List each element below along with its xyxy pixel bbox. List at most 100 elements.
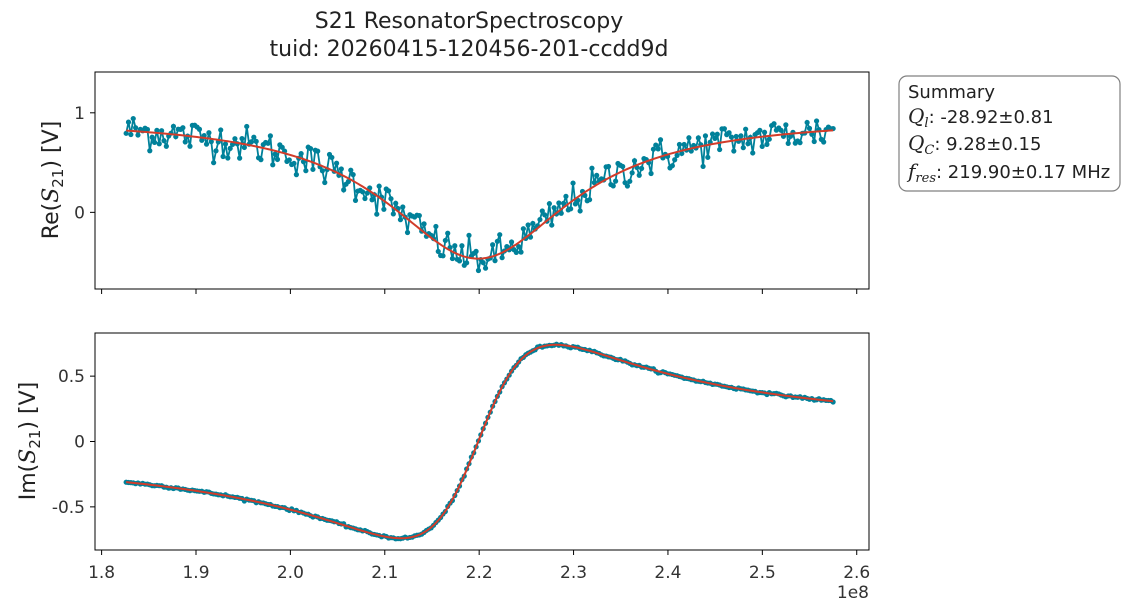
summary-item-fres: fres: 219.90±0.17 MHz xyxy=(906,159,1110,186)
data-point xyxy=(620,163,626,170)
data-point xyxy=(572,201,579,207)
data-point xyxy=(629,170,635,176)
data-point xyxy=(679,150,685,157)
data-point xyxy=(787,133,794,139)
data-point xyxy=(272,151,278,157)
chart-title-line1: S21 ResonatorSpectroscopy xyxy=(315,9,623,34)
summary-item-qc-value: 9.28±0.15 xyxy=(946,134,1041,155)
data-point xyxy=(374,211,380,217)
data-point xyxy=(459,243,465,249)
data-point xyxy=(490,242,496,248)
summary-item-qc-symbol: Q xyxy=(908,131,924,155)
x-tick-label: 2.4 xyxy=(654,563,681,583)
data-point xyxy=(267,133,273,139)
im-s21-ylabel-sub: 21 xyxy=(26,430,44,449)
data-point xyxy=(520,226,526,232)
summary-box-frame xyxy=(898,75,1121,192)
data-point xyxy=(627,178,633,184)
data-point xyxy=(220,153,226,160)
data-point xyxy=(759,143,765,150)
y-tick-label: -0.5 xyxy=(52,498,85,518)
data-point xyxy=(251,134,257,140)
im-s21-plot-area xyxy=(123,341,836,542)
data-point xyxy=(208,139,214,145)
re-s21-ylabel-var: S xyxy=(39,188,64,203)
re-s21-fit-line xyxy=(126,129,834,260)
data-point xyxy=(381,206,387,212)
data-point xyxy=(286,157,292,163)
re-s21-ylabel-sub: 21 xyxy=(49,169,67,188)
data-point xyxy=(130,115,136,122)
data-point xyxy=(556,200,562,206)
data-point xyxy=(731,148,737,154)
data-point xyxy=(362,195,368,202)
data-point xyxy=(187,143,193,149)
data-point xyxy=(135,132,141,138)
data-point xyxy=(196,126,203,132)
data-point xyxy=(456,258,463,264)
data-point xyxy=(227,145,233,151)
summary-box: Summary Ql: -28.92±0.81 QC: 9.28±0.15 fr… xyxy=(898,75,1121,192)
data-point xyxy=(733,133,739,140)
data-point xyxy=(771,121,777,127)
im-s21-ylabel-var: S xyxy=(16,449,41,464)
data-point xyxy=(213,148,219,154)
data-point xyxy=(298,151,304,157)
data-point xyxy=(369,197,375,203)
summary-item-ql-value: -28.92±0.81 xyxy=(940,107,1053,128)
summary-item-qc: QC: 9.28±0.15 xyxy=(908,131,1041,158)
x-tick-label: 2.6 xyxy=(843,563,870,583)
data-point xyxy=(433,223,439,230)
data-point xyxy=(352,197,359,204)
data-point xyxy=(222,141,229,147)
data-point xyxy=(525,222,531,228)
x-tick-label: 2.0 xyxy=(277,563,304,583)
data-point xyxy=(180,125,186,131)
data-point xyxy=(404,229,411,236)
data-point xyxy=(539,208,545,214)
data-point xyxy=(149,134,155,140)
chart-title-line2: tuid: 20260415-120456-201-ccdd9d xyxy=(270,37,669,62)
data-point xyxy=(218,127,224,133)
data-point xyxy=(466,232,472,238)
re-s21-y-axis-label: Re(S21) [V] xyxy=(39,121,67,239)
data-point xyxy=(745,141,751,147)
im-s21-ylabel-unit: [V] xyxy=(16,382,41,414)
data-point xyxy=(329,154,335,161)
x-tick-label: 1.9 xyxy=(182,563,209,583)
data-point xyxy=(797,140,803,146)
y-tick-label: 0 xyxy=(74,203,85,223)
x-tick-label: 2.3 xyxy=(560,563,587,583)
x-tick-label: 1.8 xyxy=(88,563,115,583)
data-point xyxy=(386,188,392,194)
data-point xyxy=(310,166,316,172)
data-point xyxy=(700,163,706,170)
data-point xyxy=(750,150,756,156)
data-point xyxy=(199,137,205,143)
data-point xyxy=(237,155,243,161)
re-s21-ylabel-prefix: Re xyxy=(39,211,64,239)
im-s21-y-ticks: -0.5 0 0.5 xyxy=(52,367,95,518)
data-point xyxy=(482,265,489,271)
data-point xyxy=(206,130,212,136)
data-point xyxy=(390,211,396,217)
im-s21-panel: 1.8 1.9 2.0 2.1 2.2 2.3 2.4 2.5 2.6 -0.5 0 0.5 Im(… xyxy=(16,332,870,603)
summary-item-qc-subscript: C xyxy=(924,143,934,158)
data-point xyxy=(764,141,770,147)
data-point xyxy=(125,119,132,125)
data-point xyxy=(650,146,657,152)
summary-item-ql-symbol: Q xyxy=(908,104,924,128)
data-point xyxy=(605,163,612,170)
data-point xyxy=(319,168,325,174)
data-point xyxy=(303,168,309,174)
data-point xyxy=(258,157,264,163)
data-point xyxy=(445,230,451,236)
data-point xyxy=(813,118,820,124)
data-point xyxy=(291,160,297,167)
data-point xyxy=(702,133,709,139)
data-point xyxy=(270,162,276,168)
data-point xyxy=(239,135,245,142)
data-point xyxy=(674,152,680,158)
data-point xyxy=(161,138,167,144)
